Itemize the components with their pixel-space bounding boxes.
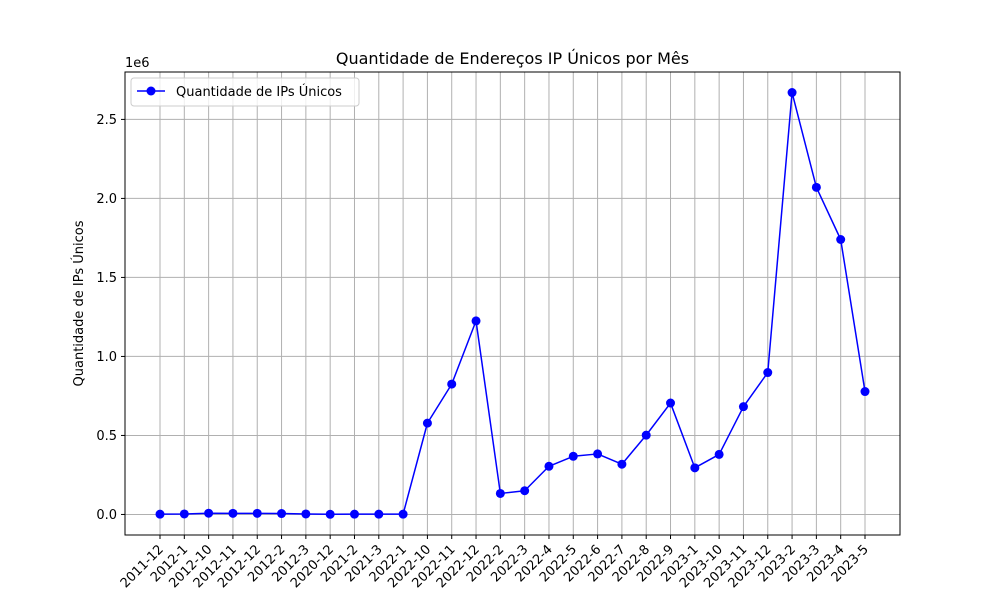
legend-entry-label: Quantidade de IPs Únicos: [176, 84, 342, 100]
data-point: [155, 509, 165, 519]
ticks: 2011-122012-12012-102012-112012-122012-2…: [96, 113, 872, 591]
data-point: [301, 509, 311, 519]
data-point: [179, 509, 189, 519]
data-point: [544, 461, 554, 471]
data-point: [836, 235, 846, 245]
series-line: [159, 91, 866, 516]
data-point: [641, 430, 651, 440]
legend-box: [130, 77, 360, 107]
data-point: [763, 368, 773, 378]
grid: [125, 72, 900, 535]
data-point: [277, 509, 287, 519]
data-point: [738, 402, 748, 412]
y-tick-label: 0.0: [96, 508, 117, 523]
data-point: [422, 418, 432, 428]
data-point: [666, 398, 676, 408]
chart-title: Quantidade de Endereços IP Únicos por Mê…: [336, 49, 689, 68]
y-tick-label: 2.0: [96, 192, 117, 207]
data-point: [325, 509, 335, 519]
y-tick-label: 1.5: [96, 271, 117, 286]
data-point: [520, 486, 530, 496]
data-point: [228, 508, 238, 518]
y-tick-label: 0.5: [96, 429, 117, 444]
data-point: [398, 509, 408, 519]
legend-marker-swatch: [146, 86, 156, 96]
data-point: [204, 508, 214, 518]
y-tick-label: 1.0: [96, 350, 117, 365]
data-point: [471, 316, 481, 326]
data-point: [714, 449, 724, 459]
y-multiplier-label: 1e6: [125, 56, 150, 71]
data-point: [252, 508, 262, 518]
data-point: [617, 459, 627, 469]
data-point: [447, 379, 457, 389]
data-point: [495, 488, 505, 498]
data-point: [787, 88, 797, 98]
y-tick-label: 2.5: [96, 113, 117, 128]
y-axis-title: Quantidade de IPs Únicos: [71, 220, 87, 386]
data-point: [860, 387, 870, 397]
legend: Quantidade de IPs Únicos: [130, 77, 360, 107]
data-point: [568, 451, 578, 461]
data-point: [690, 463, 700, 473]
series-layer: [155, 88, 870, 519]
data-point: [349, 509, 359, 519]
plot-frame: [124, 71, 901, 536]
data-point: [374, 509, 384, 519]
data-point: [593, 449, 603, 459]
data-point: [811, 182, 821, 192]
